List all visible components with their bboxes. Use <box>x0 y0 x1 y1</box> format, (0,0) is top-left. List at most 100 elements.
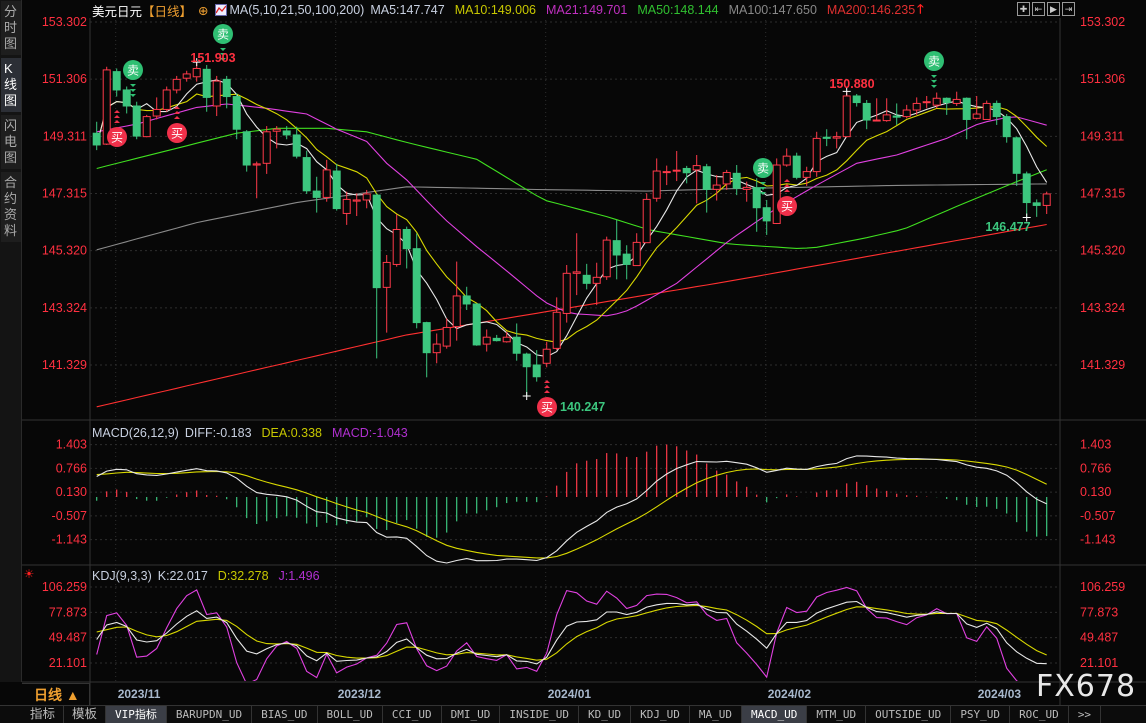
candle-body <box>242 131 251 166</box>
tab-boll-ud[interactable]: BOLL_UD <box>318 706 383 723</box>
candle-body <box>342 198 351 214</box>
candle <box>812 131 821 177</box>
tab-dmi-ud[interactable]: DMI_UD <box>442 706 501 723</box>
tab-macd-ud[interactable]: MACD_UD <box>741 706 808 723</box>
macd-tick-label-left: 0.766 <box>56 461 87 475</box>
macd-dea: DEA:0.338 <box>261 426 322 440</box>
zoom-start-icon[interactable]: ⇤ <box>1032 2 1045 16</box>
play-icon[interactable]: ▶ <box>1047 2 1060 16</box>
signal-badge <box>213 24 233 44</box>
candle-body <box>382 261 391 288</box>
candle <box>282 126 291 140</box>
candle <box>142 114 151 138</box>
sidebar-item-contract-info[interactable]: 合约资料 <box>1 172 21 242</box>
ma5-value: MA5:147.747 <box>370 3 445 17</box>
extreme-marker <box>842 87 851 96</box>
down-triangle-icon <box>220 58 226 61</box>
candle <box>382 254 391 333</box>
tab-roc-ud[interactable]: ROC_UD <box>1010 706 1069 723</box>
tab-cci-ud[interactable]: CCI_UD <box>383 706 442 723</box>
candle <box>202 65 211 112</box>
candle <box>162 86 171 112</box>
candle-body <box>902 109 911 118</box>
down-triangle-icon <box>760 192 766 195</box>
candle <box>582 263 591 290</box>
kdj-tick-label-right: 77.873 <box>1080 605 1118 619</box>
tab-bias-ud[interactable]: BIAS_UD <box>252 706 318 723</box>
up-triangle-icon <box>784 189 790 192</box>
candle-body <box>352 199 361 202</box>
candle <box>732 165 741 196</box>
crosshair-icon[interactable]: ✚ <box>1017 2 1030 16</box>
price-tick-label-left: 153.302 <box>42 15 87 29</box>
candle-body <box>392 228 401 265</box>
macd-tick-label-right: -0.507 <box>1080 509 1115 523</box>
candle-body <box>1042 193 1051 206</box>
candle <box>782 148 791 167</box>
macd-tick-label-right: 0.130 <box>1080 485 1111 499</box>
candle <box>962 97 971 140</box>
tab-indicators[interactable]: 指标 <box>22 706 65 723</box>
candle-body <box>402 228 411 250</box>
signal-label: 卖 <box>757 162 769 176</box>
crosshair-target-icon[interactable]: ⊕ <box>198 3 209 18</box>
candle-body <box>1002 116 1011 138</box>
candle <box>982 100 991 120</box>
candle-body <box>772 164 781 224</box>
candle-body <box>962 97 971 120</box>
indicator-settings-icon[interactable]: ☀ <box>23 567 35 581</box>
kdj-k-line <box>96 600 1047 665</box>
tab-templates[interactable]: 模板 <box>64 706 107 723</box>
candle-body <box>592 276 601 284</box>
tab-kdj-ud[interactable]: KDJ_UD <box>631 706 690 723</box>
signal-label: 买 <box>171 127 183 141</box>
tab-mtm-ud[interactable]: MTM_UD <box>807 706 867 723</box>
go-end-icon[interactable]: ⇥ <box>1062 2 1075 16</box>
candle-body <box>302 157 311 192</box>
candle-body <box>142 116 151 138</box>
indicator-chart-icon[interactable] <box>214 4 227 16</box>
sidebar-item-candlestick-chart[interactable]: K线图 <box>1 58 21 112</box>
tab-outside-ud[interactable]: OUTSIDE_UD <box>866 706 952 723</box>
kdj-d: D:32.278 <box>217 569 269 583</box>
tab-inside-ud[interactable]: INSIDE_UD <box>500 706 579 723</box>
period-selector[interactable]: 日线 ▲ <box>22 683 90 705</box>
sidebar-item-time-chart[interactable]: 分时图 <box>1 1 21 55</box>
candle <box>242 130 251 172</box>
tab-vip-indicators[interactable]: VIP指标 <box>106 706 167 723</box>
down-triangle-icon <box>130 89 136 92</box>
tab-kd-ud[interactable]: KD_UD <box>579 706 632 723</box>
symbol-title: 美元日元 <box>92 4 143 19</box>
tab-ma-ud[interactable]: MA_UD <box>690 706 742 723</box>
tab-psy-ud[interactable]: PSY_UD <box>951 706 1011 723</box>
ma21-line <box>96 103 1047 317</box>
price-tick-label-right: 153.302 <box>1080 15 1125 29</box>
candle-body <box>762 207 771 222</box>
candle <box>842 91 851 138</box>
candle <box>882 98 891 122</box>
candle <box>952 91 961 107</box>
candle-body <box>252 163 261 166</box>
ma200-line <box>96 223 1047 408</box>
candle <box>1002 114 1011 143</box>
tab-barupdn-ud[interactable]: BARUPDN_UD <box>167 706 253 723</box>
kdj-j: J:1.496 <box>278 569 320 583</box>
period-label: 【日线】 <box>142 4 193 19</box>
candle <box>562 265 571 323</box>
candle <box>912 97 921 115</box>
tab-more-button[interactable]: >> <box>1069 706 1102 723</box>
sidebar-item-flash-chart[interactable]: 闪电图 <box>1 115 21 169</box>
candle <box>272 126 281 149</box>
kdj-tick-label-left: 106.259 <box>42 580 87 594</box>
macd-tick-label-right: 1.403 <box>1080 438 1111 452</box>
candle <box>312 176 321 213</box>
extreme-price-label: 146.477 <box>985 220 1030 234</box>
candle <box>712 175 721 201</box>
candle <box>222 75 231 109</box>
candle-body <box>282 130 291 136</box>
signal-badge <box>123 60 143 80</box>
candle-body <box>332 170 341 210</box>
candle <box>942 97 951 115</box>
candle <box>862 99 871 130</box>
